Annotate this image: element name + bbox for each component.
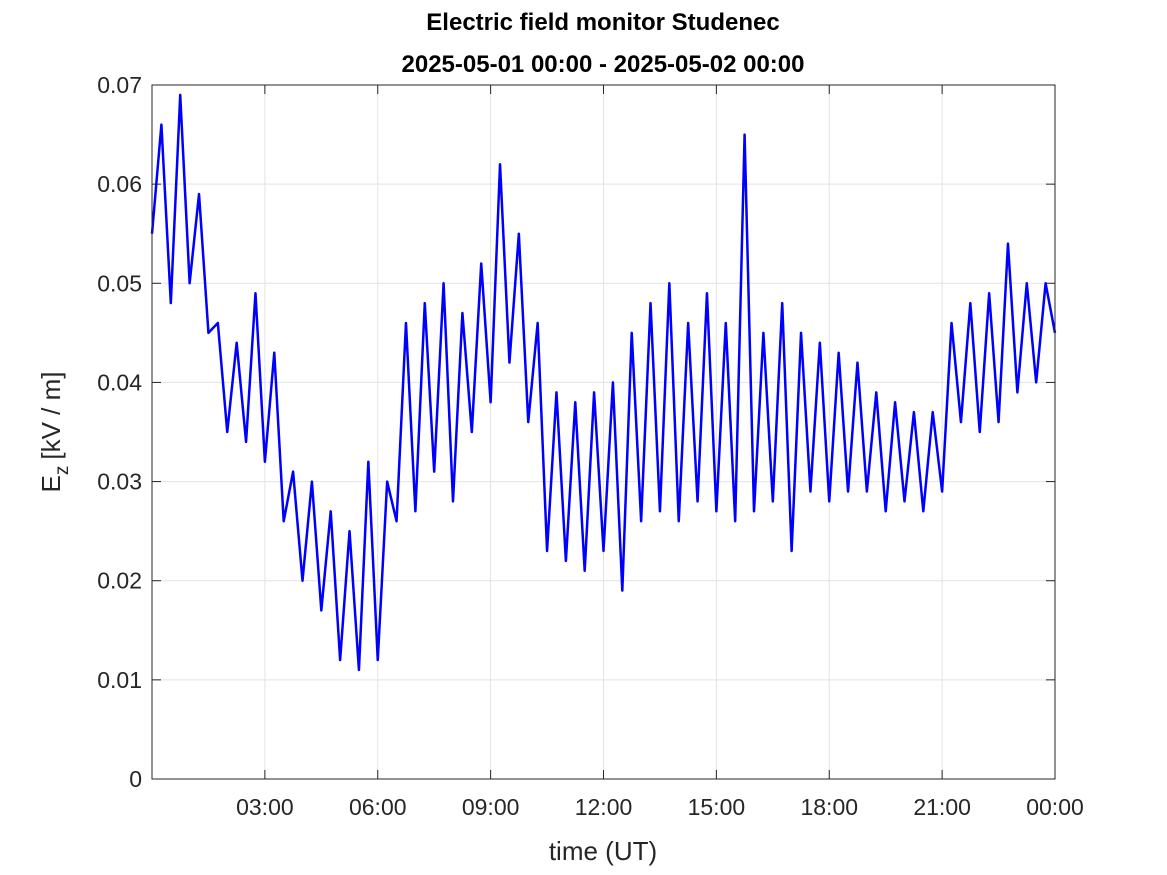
x-tick-label: 18:00 xyxy=(800,794,858,820)
data-line xyxy=(150,93,1057,672)
y-tick-label: 0.03 xyxy=(97,469,142,495)
y-tick-label: 0.01 xyxy=(97,667,142,693)
y-tick-label: 0.07 xyxy=(97,72,142,98)
y-tick-label: 0.04 xyxy=(97,369,142,395)
x-tick-label: 12:00 xyxy=(575,794,633,820)
x-tick-label: 15:00 xyxy=(688,794,746,820)
y-axis-label-base: E xyxy=(36,475,66,492)
y-axis-label-sub: z xyxy=(52,466,73,476)
y-axis-label: Ez [kV / m] xyxy=(36,372,73,493)
y-tick-label: 0.02 xyxy=(97,568,142,594)
plot-frame xyxy=(151,84,1056,780)
y-tick-label: 0.05 xyxy=(97,270,142,296)
y-tick-label: 0.06 xyxy=(97,171,142,197)
x-tick-label: 21:00 xyxy=(913,794,971,820)
x-tick-label: 00:00 xyxy=(1026,794,1084,820)
x-tick-label: 06:00 xyxy=(349,794,407,820)
x-tick-label: 03:00 xyxy=(236,794,294,820)
chart-title: Electric field monitor Studenec xyxy=(426,9,779,36)
x-axis-label: time (UT) xyxy=(549,836,657,866)
y-axis-label-unit: [kV / m] xyxy=(36,372,66,460)
y-tick-label: 0 xyxy=(129,766,142,792)
x-tick-label: 09:00 xyxy=(462,794,520,820)
chart-subtitle: 2025-05-01 00:00 - 2025-05-02 00:00 xyxy=(402,51,805,78)
